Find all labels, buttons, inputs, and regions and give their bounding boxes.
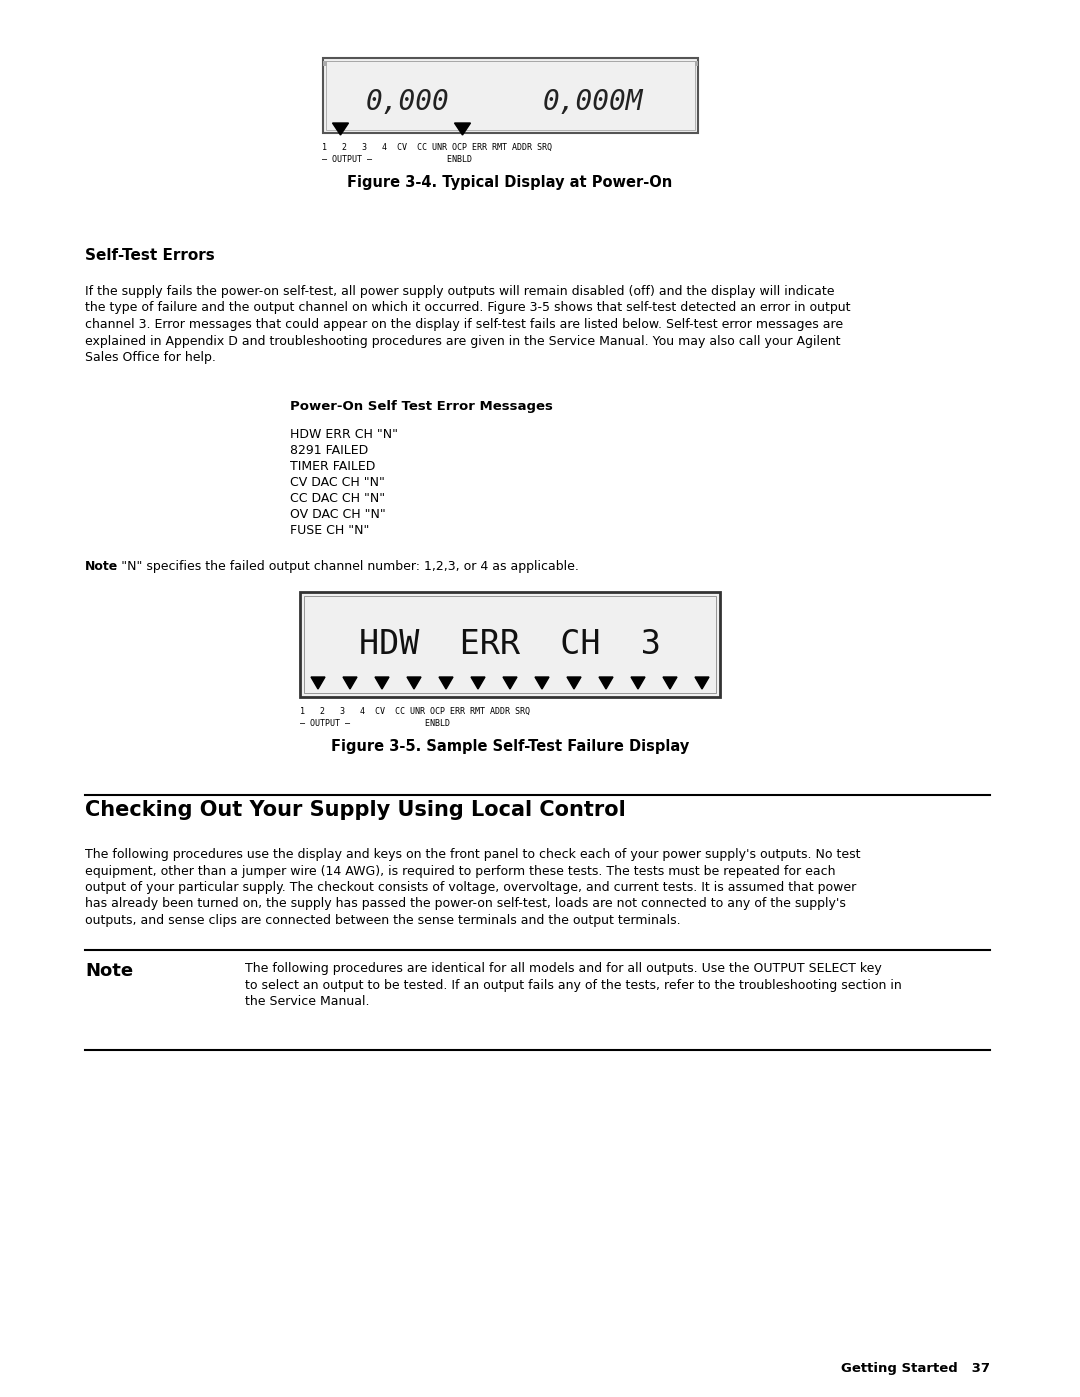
Text: Getting Started   37: Getting Started 37 xyxy=(841,1362,990,1375)
Text: 0,000: 0,000 xyxy=(366,88,449,116)
FancyBboxPatch shape xyxy=(323,59,698,133)
Polygon shape xyxy=(375,678,389,689)
Polygon shape xyxy=(567,678,581,689)
Polygon shape xyxy=(343,678,357,689)
Polygon shape xyxy=(631,678,645,689)
Polygon shape xyxy=(696,678,708,689)
Text: the Service Manual.: the Service Manual. xyxy=(245,995,369,1009)
Text: outputs, and sense clips are connected between the sense terminals and the outpu: outputs, and sense clips are connected b… xyxy=(85,914,680,928)
FancyBboxPatch shape xyxy=(325,61,694,130)
Text: The following procedures use the display and keys on the front panel to check ea: The following procedures use the display… xyxy=(85,848,861,861)
Polygon shape xyxy=(333,123,349,136)
Polygon shape xyxy=(471,678,485,689)
Text: equipment, other than a jumper wire (14 AWG), is required to perform these tests: equipment, other than a jumper wire (14 … xyxy=(85,865,836,877)
Text: HDW ERR CH "N": HDW ERR CH "N" xyxy=(291,427,399,441)
Text: The following procedures are identical for all models and for all outputs. Use t: The following procedures are identical f… xyxy=(245,963,881,975)
Text: CV DAC CH "N": CV DAC CH "N" xyxy=(291,476,384,489)
Text: Self-Test Errors: Self-Test Errors xyxy=(85,249,215,263)
Text: — OUTPUT —               ENBLD: — OUTPUT — ENBLD xyxy=(300,719,450,728)
Bar xyxy=(323,61,698,66)
Polygon shape xyxy=(535,678,549,689)
Text: 1   2   3   4  CV  CC UNR OCP ERR RMT ADDR SRQ: 1 2 3 4 CV CC UNR OCP ERR RMT ADDR SRQ xyxy=(323,142,553,152)
FancyBboxPatch shape xyxy=(300,592,720,697)
Text: output of your particular supply. The checkout consists of voltage, overvoltage,: output of your particular supply. The ch… xyxy=(85,882,856,894)
Text: to select an output to be tested. If an output fails any of the tests, refer to : to select an output to be tested. If an … xyxy=(245,978,902,992)
Text: Figure 3-4. Typical Display at Power-On: Figure 3-4. Typical Display at Power-On xyxy=(348,175,673,190)
Text: channel 3. Error messages that could appear on the display if self-test fails ar: channel 3. Error messages that could app… xyxy=(85,319,843,331)
Polygon shape xyxy=(438,678,453,689)
Text: 8291 FAILED: 8291 FAILED xyxy=(291,444,368,457)
Polygon shape xyxy=(599,678,613,689)
Text: Figure 3-5. Sample Self-Test Failure Display: Figure 3-5. Sample Self-Test Failure Dis… xyxy=(330,739,689,754)
Text: explained in Appendix D and troubleshooting procedures are given in the Service : explained in Appendix D and troubleshoot… xyxy=(85,334,840,348)
Text: If the supply fails the power-on self-test, all power supply outputs will remain: If the supply fails the power-on self-te… xyxy=(85,285,835,298)
Text: 0,000M: 0,000M xyxy=(542,88,643,116)
Text: HDW  ERR  CH  3: HDW ERR CH 3 xyxy=(359,627,661,661)
Text: TIMER FAILED: TIMER FAILED xyxy=(291,460,376,474)
Polygon shape xyxy=(311,678,325,689)
Text: Note: Note xyxy=(85,560,118,573)
Text: Sales Office for help.: Sales Office for help. xyxy=(85,351,216,365)
Text: has already been turned on, the supply has passed the power-on self-test, loads : has already been turned on, the supply h… xyxy=(85,897,846,911)
Polygon shape xyxy=(455,123,471,136)
Polygon shape xyxy=(663,678,677,689)
Text: FUSE CH "N": FUSE CH "N" xyxy=(291,524,369,536)
Text: : "N" specifies the failed output channel number: 1,2,3, or 4 as applicable.: : "N" specifies the failed output channe… xyxy=(113,560,579,573)
Polygon shape xyxy=(503,678,517,689)
Text: Note: Note xyxy=(85,963,133,981)
Text: Checking Out Your Supply Using Local Control: Checking Out Your Supply Using Local Con… xyxy=(85,800,625,820)
Text: the type of failure and the output channel on which it occurred. Figure 3-5 show: the type of failure and the output chann… xyxy=(85,302,851,314)
Polygon shape xyxy=(407,678,421,689)
Text: OV DAC CH "N": OV DAC CH "N" xyxy=(291,509,386,521)
Text: Power-On Self Test Error Messages: Power-On Self Test Error Messages xyxy=(291,400,553,414)
Text: 1   2   3   4  CV  CC UNR OCP ERR RMT ADDR SRQ: 1 2 3 4 CV CC UNR OCP ERR RMT ADDR SRQ xyxy=(300,707,530,717)
Text: — OUTPUT —               ENBLD: — OUTPUT — ENBLD xyxy=(323,155,473,163)
Text: CC DAC CH "N": CC DAC CH "N" xyxy=(291,492,386,504)
FancyBboxPatch shape xyxy=(303,597,716,693)
